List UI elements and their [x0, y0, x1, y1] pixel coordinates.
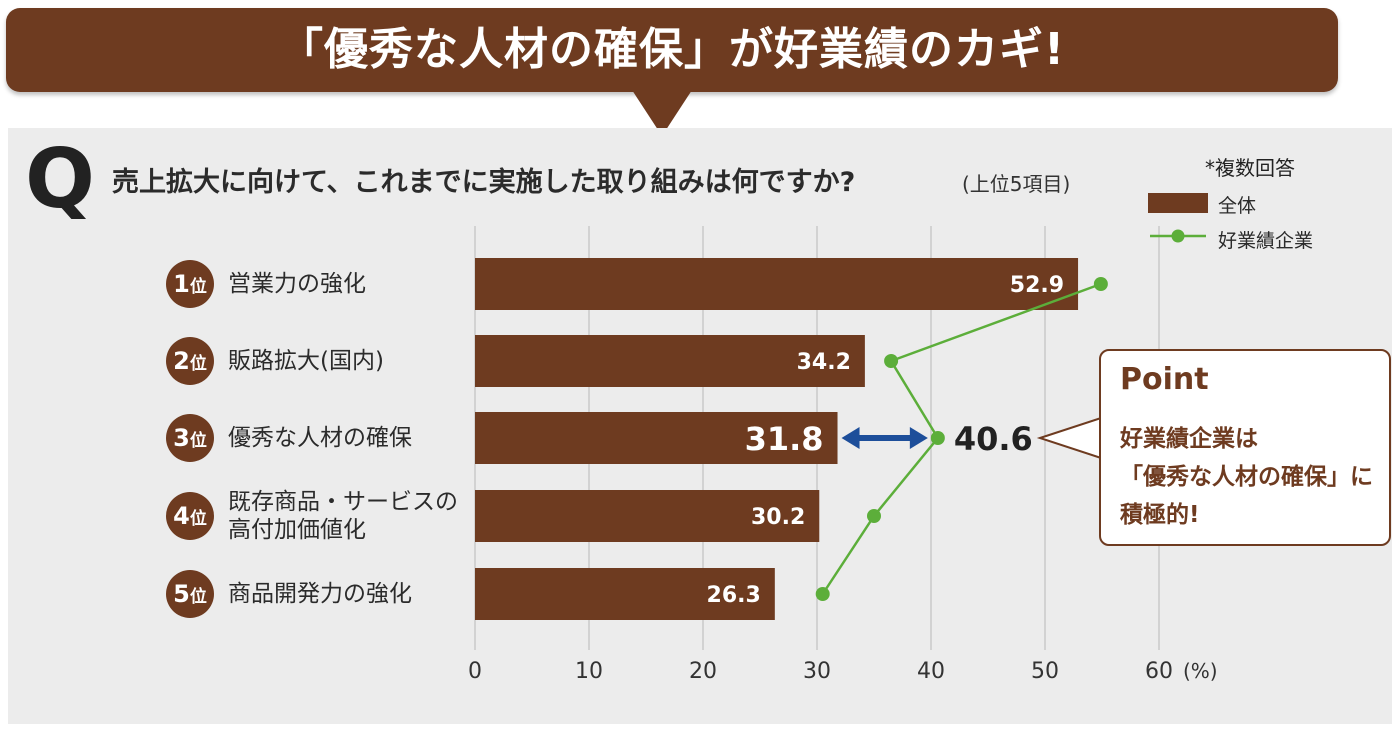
bar-value-label: 26.3: [707, 583, 761, 608]
bar: [475, 335, 865, 387]
callout-tail: [1036, 416, 1102, 460]
arrow-head-left: [841, 427, 860, 449]
bar-value-label: 34.2: [797, 350, 851, 375]
x-tick-label: 40: [917, 659, 945, 684]
question-text: 売上拡大に向けて、これまでに実施した取り組みは何ですか?: [112, 167, 856, 198]
arrow-head-right: [909, 427, 928, 449]
banner-title: 「優秀な人材の確保」が好業績のカギ!: [278, 24, 1066, 75]
x-tick-label: 50: [1031, 659, 1059, 684]
category-label: 商品開発力の強化: [228, 581, 412, 607]
legend-line-label: 好業績企業: [1218, 230, 1314, 252]
rank-badge: 1位: [166, 260, 214, 308]
bar: [475, 412, 838, 464]
legend-bar-swatch: [1148, 193, 1208, 213]
rank-badge: 2位: [166, 337, 214, 385]
legend-bar-label: 全体: [1218, 195, 1257, 217]
legend-line-dot: [1171, 229, 1185, 243]
highlight-value-label: 40.6: [954, 420, 1033, 458]
category-label: 優秀な人材の確保: [228, 425, 412, 451]
bar-value-label: 30.2: [751, 505, 805, 530]
multiple-answer-note: *複数回答: [1205, 156, 1295, 180]
rank-badge: 3位: [166, 414, 214, 462]
rank-badge: 4位: [166, 492, 214, 540]
x-unit-label: (%): [1183, 659, 1218, 683]
line-point: [930, 431, 945, 445]
bar-value-label: 52.9: [1010, 273, 1064, 298]
category-label: 販路拡大(国内): [228, 348, 384, 374]
title-banner: [6, 8, 1338, 92]
q-icon: Q: [25, 132, 95, 227]
line-point: [867, 509, 881, 523]
bar: [475, 258, 1079, 310]
category-label: 既存商品・サービスの 高付加価値化: [228, 489, 458, 543]
line-point: [815, 587, 830, 601]
bar-value-label: 31.8: [745, 420, 824, 458]
x-tick-label: 60: [1145, 659, 1173, 684]
bar: [475, 568, 775, 620]
line-point: [884, 354, 899, 368]
x-tick-label: 30: [803, 659, 831, 684]
rank-badge: 5位: [166, 570, 214, 618]
point-callout: [1099, 349, 1391, 546]
point-text: 好業績企業は 「優秀な人材の確保」に 積極的!: [1120, 426, 1373, 528]
category-label: 営業力の強化: [228, 271, 366, 297]
line-point: [1093, 277, 1108, 291]
question-sub: (上位5項目): [962, 172, 1071, 196]
x-tick-label: 0: [468, 659, 482, 684]
bar: [475, 490, 820, 542]
x-tick-label: 20: [689, 659, 717, 684]
x-tick-label: 10: [575, 659, 603, 684]
point-title: Point: [1120, 362, 1209, 397]
